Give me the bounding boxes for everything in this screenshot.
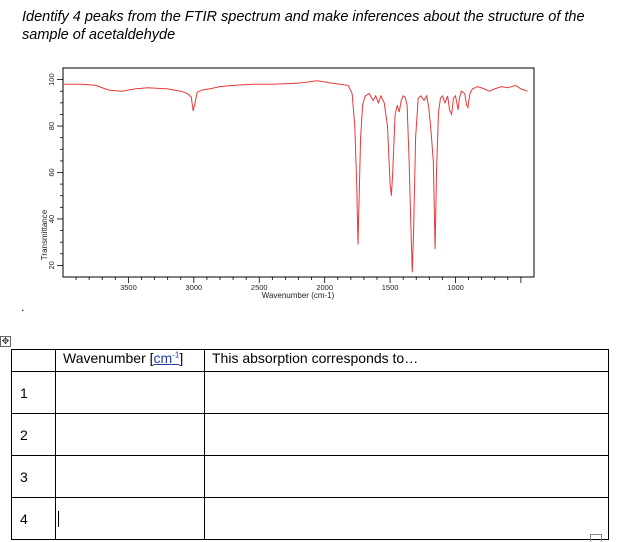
y-axis-ticks: 20 40 60 80 100 xyxy=(47,73,63,270)
y-tick-label: 80 xyxy=(47,122,56,130)
plot-frame xyxy=(62,67,535,278)
absorption-cell[interactable] xyxy=(204,371,609,414)
header-unit-text: cm xyxy=(153,350,173,366)
absorption-cell[interactable] xyxy=(204,413,609,456)
stray-period: . xyxy=(21,300,25,314)
resize-handle[interactable] xyxy=(590,534,602,542)
y-tick-label: 40 xyxy=(47,215,56,223)
text-cursor xyxy=(58,511,59,528)
table-header-row: Wavenumber [cm-1] This absorption corres… xyxy=(11,349,609,372)
row-number: 1 xyxy=(11,371,56,414)
table-row: 2 xyxy=(11,413,609,456)
answer-table: Wavenumber [cm-1] This absorption corres… xyxy=(11,349,609,540)
header-number-cell xyxy=(11,349,56,372)
spectrum-line xyxy=(63,80,528,273)
header-unit-close: ] xyxy=(179,350,184,366)
header-unit: cm-1 xyxy=(154,350,180,366)
wavenumber-cell[interactable] xyxy=(55,497,205,540)
x-axis-label: Wavenumber (cm-1) xyxy=(262,291,335,300)
move-arrows-icon[interactable]: ✥ xyxy=(0,336,11,347)
wavenumber-cell[interactable] xyxy=(55,455,205,498)
wavenumber-cell[interactable] xyxy=(55,413,205,456)
absorption-cell[interactable] xyxy=(204,497,609,540)
header-wavenumber: Wavenumber [cm-1] xyxy=(55,349,205,372)
table-row: 1 xyxy=(11,371,609,414)
x-tick-label: 1500 xyxy=(382,283,399,292)
header-unit-sup: -1 xyxy=(172,350,180,360)
x-tick-label: 1000 xyxy=(447,283,464,292)
wavenumber-cell[interactable] xyxy=(55,371,205,414)
absorption-cell[interactable] xyxy=(204,455,609,498)
y-tick-label: 100 xyxy=(47,73,56,86)
x-axis-ticks: 3500 3000 2500 2000 1500 1000 xyxy=(75,277,522,292)
ftir-spectrum-chart: 3500 3000 2500 2000 1500 1000 20 40 60 80 100 Wav… xyxy=(40,67,535,300)
table-row: 4 xyxy=(11,497,609,540)
row-number: 2 xyxy=(11,413,56,456)
x-tick-label: 3500 xyxy=(120,283,137,292)
x-tick-label: 2000 xyxy=(316,283,333,292)
y-tick-label: 20 xyxy=(47,261,56,269)
y-axis-label: Transmittance xyxy=(40,209,49,260)
header-wavenumber-text: Wavenumber [ xyxy=(63,350,154,366)
table-row: 3 xyxy=(11,455,609,498)
row-number: 4 xyxy=(11,497,56,540)
x-tick-label: 3000 xyxy=(185,283,202,292)
question-text: Identify 4 peaks from the FTIR spectrum … xyxy=(22,9,585,43)
y-tick-label: 60 xyxy=(47,168,56,176)
header-absorption: This absorption corresponds to… xyxy=(204,349,609,372)
row-number: 3 xyxy=(11,455,56,498)
x-tick-label: 2500 xyxy=(251,283,268,292)
